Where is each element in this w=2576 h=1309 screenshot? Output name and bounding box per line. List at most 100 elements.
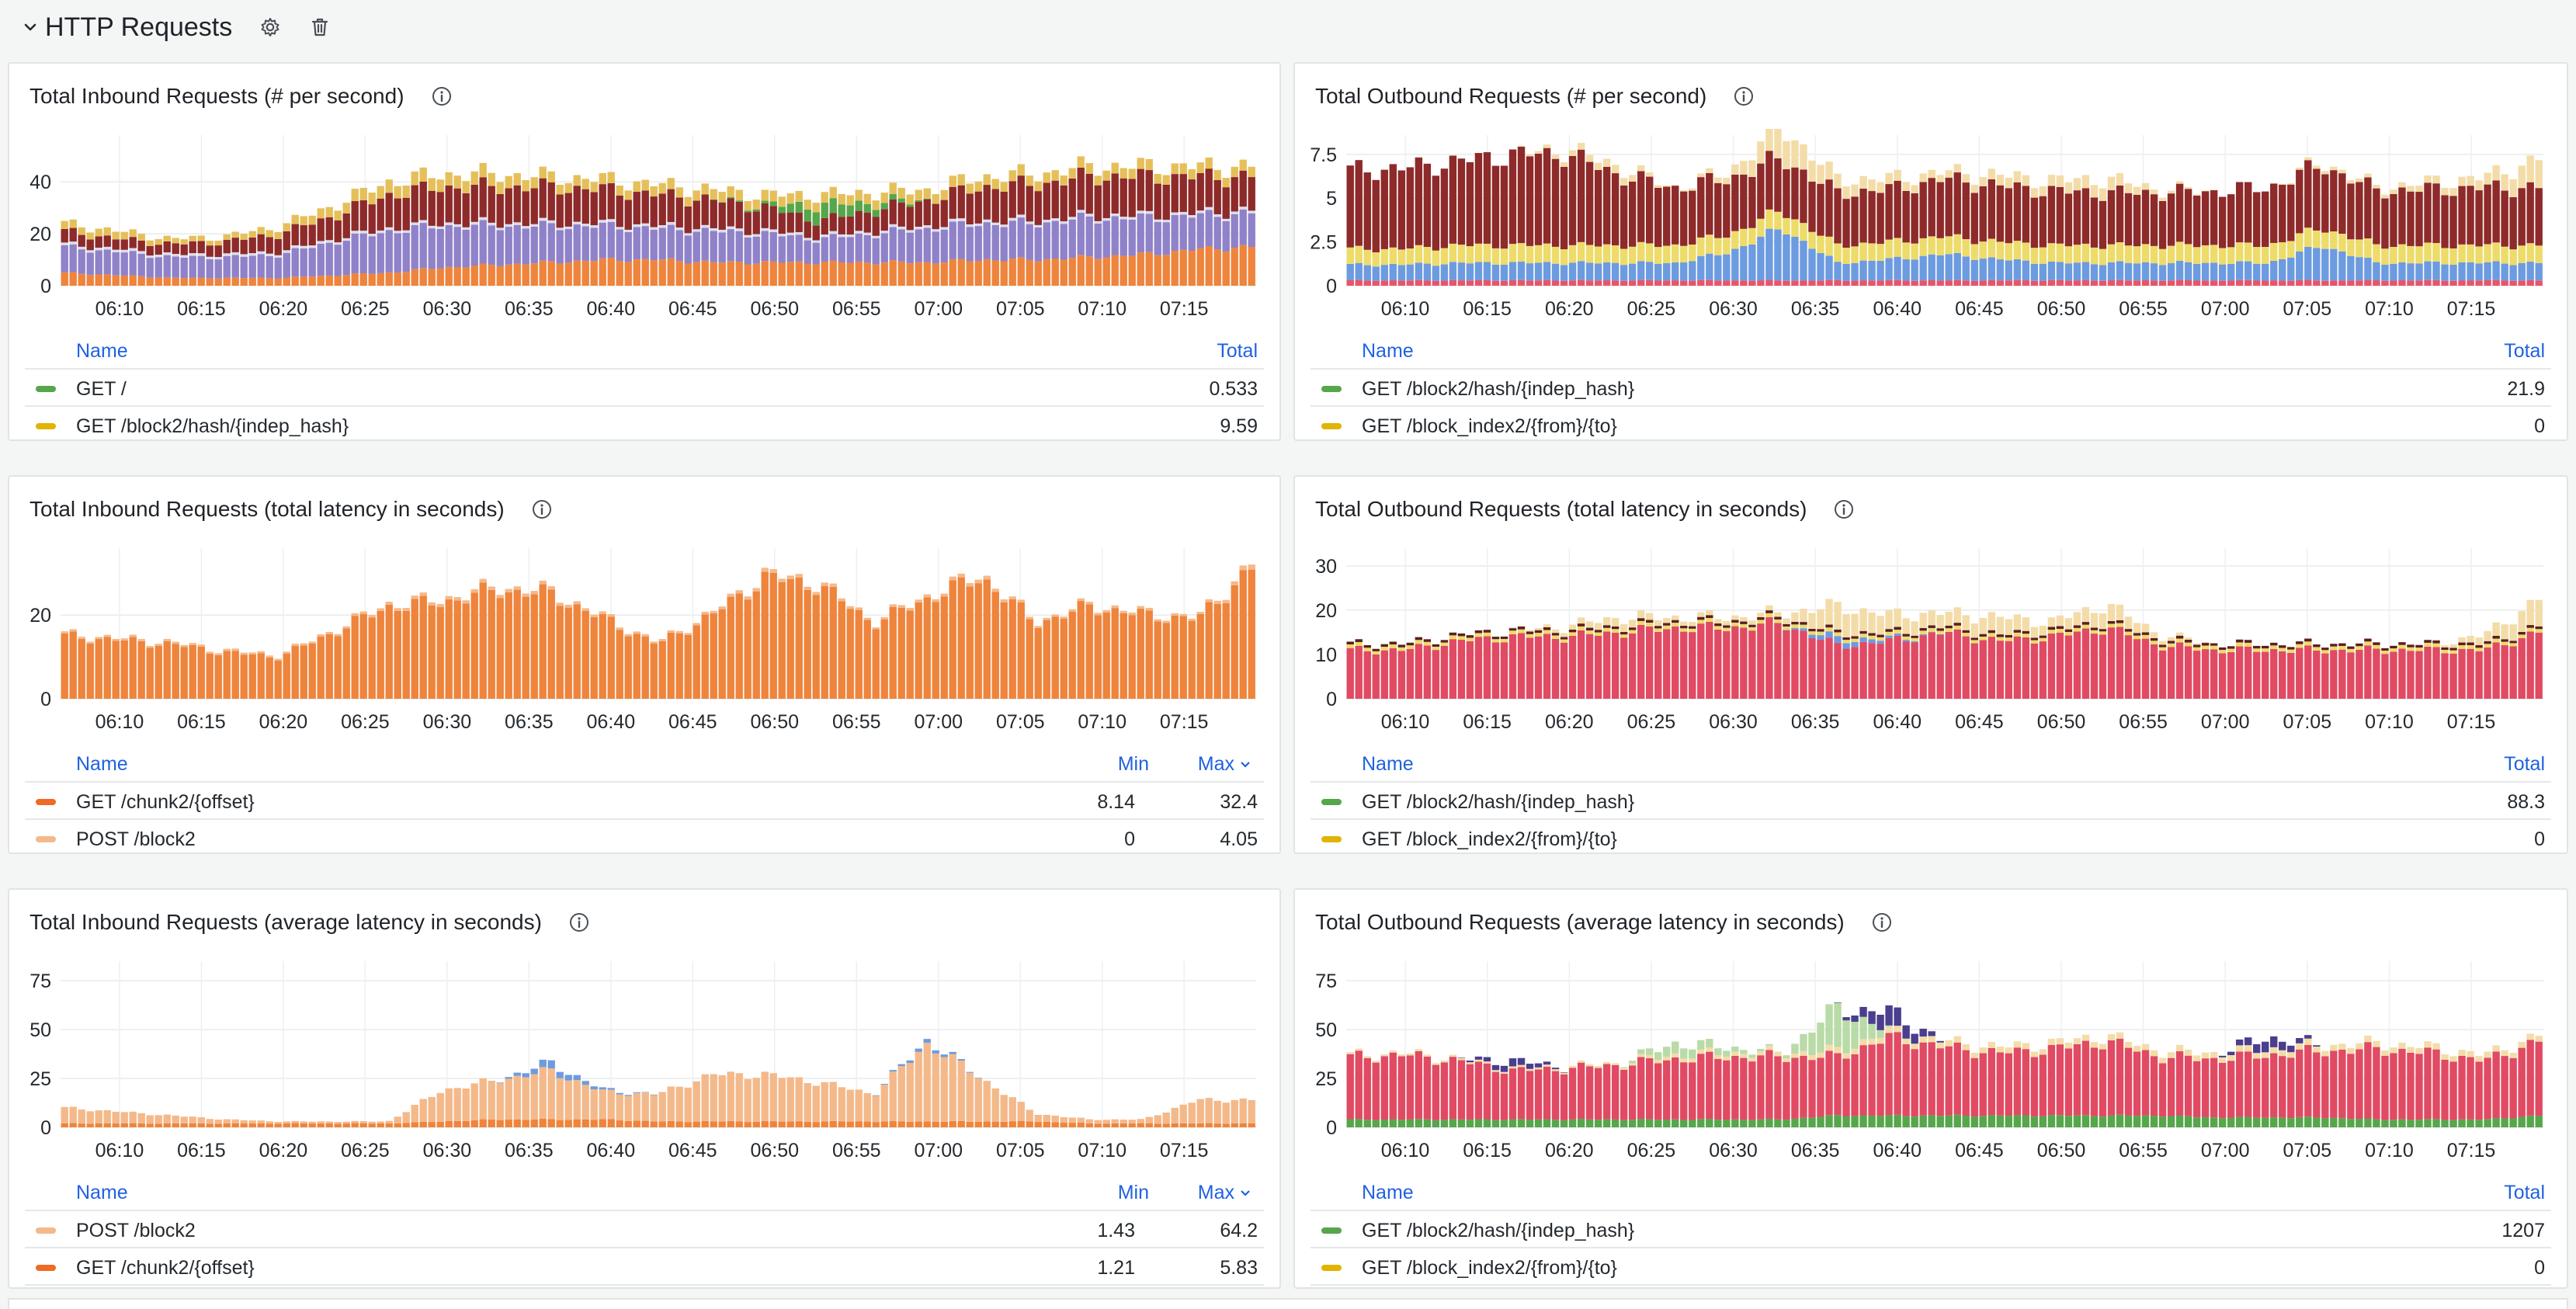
sort-desc-icon[interactable] bbox=[1239, 759, 1252, 771]
panel-title[interactable]: Total Inbound Requests (total latency in… bbox=[30, 497, 505, 521]
panel-title[interactable]: Total Outbound Requests (total latency i… bbox=[1315, 497, 1807, 521]
info-icon[interactable] bbox=[1833, 498, 1855, 520]
legend-name-header[interactable]: Name bbox=[1362, 340, 1414, 362]
series-swatch[interactable] bbox=[36, 386, 56, 392]
bar-segment bbox=[906, 194, 914, 205]
bar-segment bbox=[940, 1121, 948, 1127]
panel-header[interactable]: Total Inbound Requests (total latency in… bbox=[30, 494, 553, 525]
legend-row[interactable]: GET /block2/hash/{indep_hash} 9.59 bbox=[25, 407, 1264, 439]
legend-col-max[interactable]: Max bbox=[1197, 1182, 1234, 1203]
bar-segment bbox=[1009, 599, 1016, 699]
legend-name-header[interactable]: Name bbox=[76, 1182, 128, 1203]
legend-row[interactable]: GET /block_index2/{from}/{to} 0 bbox=[1311, 407, 2551, 439]
series-name[interactable]: POST /block2 bbox=[76, 828, 196, 850]
legend-row[interactable]: POST /block2 1.43 64.2 bbox=[25, 1211, 1264, 1248]
chart-plot[interactable]: 02.557.506:10 06:15 06:20 06:25 06:30 06:35 06… bbox=[1295, 129, 2567, 346]
panel-header[interactable]: Total Outbound Requests (average latency… bbox=[1315, 907, 1893, 938]
series-name[interactable]: GET /chunk2/{offset} bbox=[76, 1257, 255, 1279]
legend-col-total[interactable]: Total bbox=[2504, 1182, 2545, 1203]
series-swatch[interactable] bbox=[36, 1227, 56, 1234]
legend-col-total[interactable]: Total bbox=[2504, 340, 2545, 362]
series-swatch[interactable] bbox=[1321, 1265, 1342, 1271]
series-name[interactable]: GET /block_index2/{from}/{to} bbox=[1362, 415, 1617, 437]
panel-title[interactable]: Total Outbound Requests (# per second) bbox=[1315, 84, 1707, 108]
info-icon[interactable] bbox=[531, 498, 553, 520]
chevron-down-icon[interactable] bbox=[22, 19, 39, 36]
bar-segment bbox=[2458, 1055, 2466, 1120]
bar-segment bbox=[2501, 624, 2508, 640]
bar-segment bbox=[1834, 173, 1842, 189]
panel-title[interactable]: Total Outbound Requests (average latency… bbox=[1315, 910, 1845, 934]
bar-segment bbox=[470, 221, 478, 225]
legend-col-max[interactable]: Max bbox=[1197, 753, 1234, 775]
legend-row[interactable]: GET /chunk2/{offset} 8.14 32.4 bbox=[25, 783, 1264, 820]
bar-segment bbox=[1654, 626, 1662, 629]
legend-row[interactable]: GET /block2/hash/{indep_hash} 1207 bbox=[1311, 1211, 2551, 1248]
series-name[interactable]: GET / bbox=[76, 378, 127, 400]
series-name[interactable]: GET /chunk2/{offset} bbox=[76, 791, 255, 813]
legend-name-header[interactable]: Name bbox=[1362, 1182, 1414, 1203]
sort-desc-icon[interactable] bbox=[1239, 1187, 1252, 1200]
panel-title[interactable]: Total Inbound Requests (average latency … bbox=[30, 910, 542, 934]
legend-row[interactable]: POST /block2 0 4.05 bbox=[25, 820, 1264, 852]
info-icon[interactable] bbox=[1733, 85, 1755, 107]
panel-header[interactable]: Total Inbound Requests (# per second) bbox=[30, 81, 453, 112]
legend-col-total[interactable]: Total bbox=[2504, 753, 2545, 775]
legend-name-header[interactable]: Name bbox=[1362, 753, 1414, 775]
bar-segment bbox=[2415, 648, 2423, 651]
bar-segment bbox=[1043, 222, 1050, 259]
bar-segment bbox=[684, 263, 692, 286]
series-swatch[interactable] bbox=[36, 423, 56, 429]
legend-col-min[interactable]: Min bbox=[1117, 1182, 1149, 1203]
series-swatch[interactable] bbox=[1321, 836, 1342, 842]
series-name[interactable]: GET /block2/hash/{indep_hash} bbox=[1362, 378, 1635, 400]
panel-header[interactable]: Total Outbound Requests (total latency i… bbox=[1315, 494, 1855, 525]
info-icon[interactable] bbox=[431, 85, 453, 107]
legend-row[interactable]: GET /chunk2/{offset} 1.21 5.83 bbox=[25, 1248, 1264, 1286]
legend-row[interactable]: GET /block2/hash/{indep_hash} 21.9 bbox=[1311, 370, 2551, 407]
panel-title[interactable]: Total Inbound Requests (# per second) bbox=[30, 84, 404, 108]
series-swatch[interactable] bbox=[1321, 1227, 1342, 1234]
legend-col-total[interactable]: Total bbox=[1217, 340, 1258, 362]
series-name[interactable]: GET /block_index2/{from}/{to} bbox=[1362, 828, 1617, 850]
bar-segment bbox=[1213, 169, 1221, 180]
series-name[interactable]: GET /block2/hash/{indep_hash} bbox=[76, 415, 349, 437]
legend-row[interactable]: GET /0.533 bbox=[25, 370, 1264, 407]
series-swatch[interactable] bbox=[36, 799, 56, 805]
gear-icon[interactable] bbox=[259, 16, 282, 39]
series-swatch[interactable] bbox=[1321, 423, 1342, 429]
legend-name-header[interactable]: Name bbox=[76, 753, 128, 775]
series-name[interactable]: POST /block2 bbox=[76, 1220, 196, 1241]
series-swatch[interactable] bbox=[1321, 386, 1342, 392]
series-name[interactable]: GET /block2/hash/{indep_hash} bbox=[1362, 1220, 1635, 1241]
row-title[interactable]: HTTP Requests bbox=[45, 12, 233, 42]
series-name[interactable]: GET /block2/hash/{indep_hash} bbox=[1362, 791, 1635, 813]
legend-row[interactable]: GET /block2/hash/{indep_hash} 88.3 bbox=[1311, 783, 2551, 820]
bar-segment bbox=[1500, 636, 1508, 640]
bar-segment bbox=[675, 187, 683, 198]
series-swatch[interactable] bbox=[36, 1265, 56, 1271]
panel-header[interactable]: Total Outbound Requests (# per second) bbox=[1315, 81, 1755, 112]
series-swatch[interactable] bbox=[36, 836, 56, 842]
trash-icon[interactable] bbox=[308, 16, 332, 39]
bar-segment bbox=[1162, 620, 1170, 623]
info-icon[interactable] bbox=[568, 911, 590, 933]
bar-segment bbox=[1919, 634, 1927, 636]
legend-name-header[interactable]: Name bbox=[76, 340, 128, 362]
bar-segment bbox=[539, 260, 547, 286]
bar-segment bbox=[684, 635, 692, 699]
legend-row[interactable]: GET /block_index2/{from}/{to} 0 bbox=[1311, 1248, 2551, 1286]
legend-row[interactable]: GET /block_index2/{from}/{to} 0 bbox=[1311, 820, 2551, 852]
series-swatch[interactable] bbox=[1321, 799, 1342, 805]
bar-segment bbox=[2415, 644, 2423, 648]
bar-segment bbox=[2201, 191, 2210, 245]
info-icon[interactable] bbox=[1871, 911, 1893, 933]
series-name[interactable]: GET /block_index2/{from}/{to} bbox=[1362, 1257, 1617, 1279]
legend-col-min[interactable]: Min bbox=[1117, 753, 1149, 775]
panel-header[interactable]: Total Inbound Requests (average latency … bbox=[30, 907, 590, 938]
